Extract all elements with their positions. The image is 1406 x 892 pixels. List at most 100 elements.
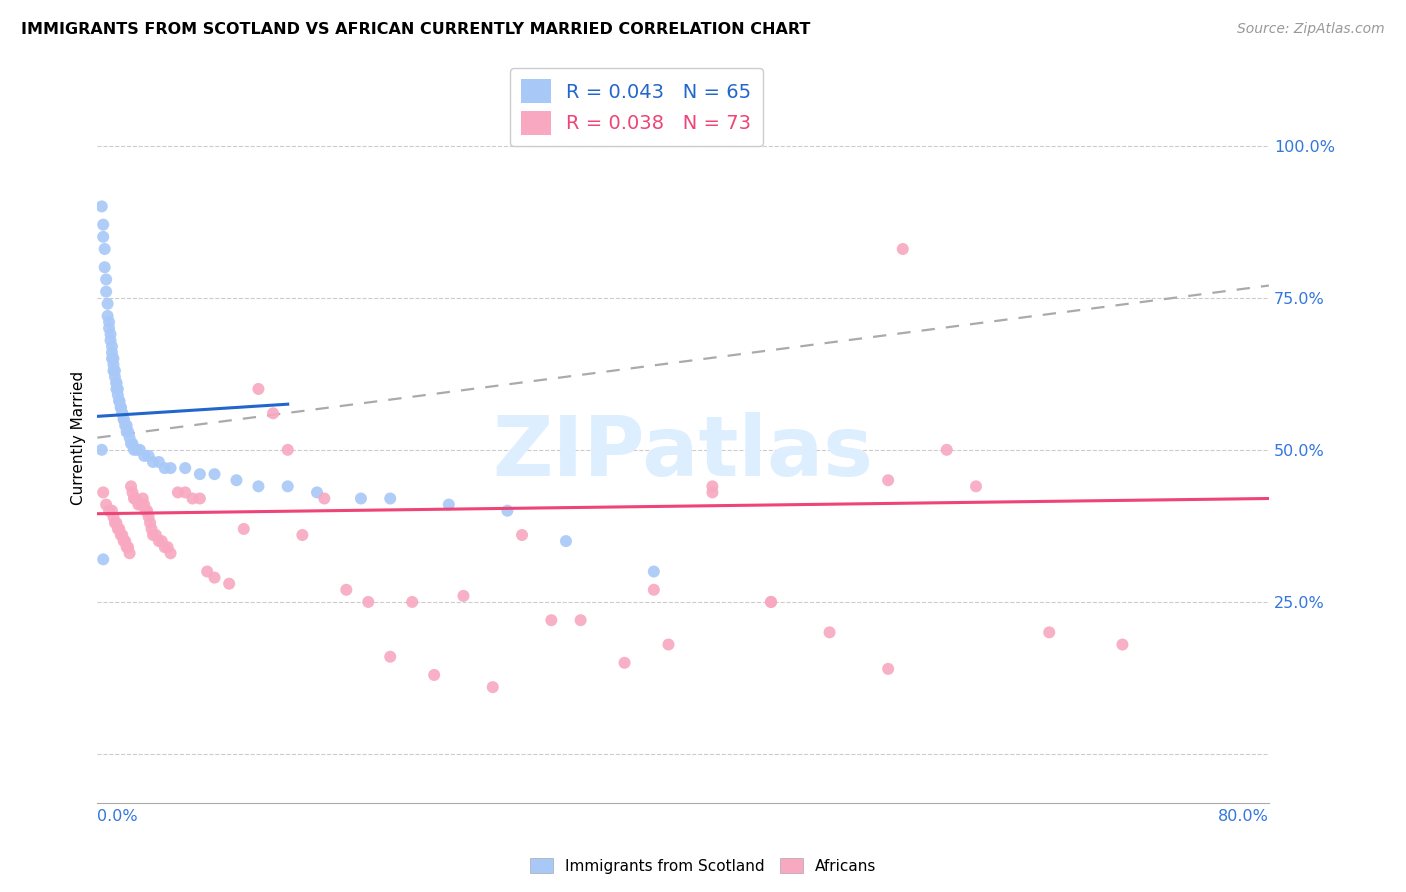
- Point: [111, 406, 134, 420]
- Point: [277, 442, 299, 457]
- Point: [247, 479, 270, 493]
- Legend: Immigrants from Scotland, Africans: Immigrants from Scotland, Africans: [523, 852, 883, 880]
- Point: [91, 230, 114, 244]
- Point: [891, 242, 914, 256]
- Point: [93, 242, 115, 256]
- Point: [122, 491, 145, 506]
- Point: [103, 364, 125, 378]
- Point: [423, 668, 446, 682]
- Point: [138, 509, 160, 524]
- Point: [702, 485, 724, 500]
- Point: [115, 418, 138, 433]
- Point: [759, 595, 782, 609]
- Point: [555, 534, 578, 549]
- Point: [643, 582, 665, 597]
- Point: [94, 272, 117, 286]
- Point: [159, 546, 181, 560]
- Point: [134, 498, 156, 512]
- Point: [1111, 638, 1133, 652]
- Point: [108, 522, 131, 536]
- Point: [156, 540, 179, 554]
- Point: [132, 491, 155, 506]
- Point: [98, 321, 121, 335]
- Point: [204, 571, 226, 585]
- Point: [247, 382, 270, 396]
- Text: 0.0%: 0.0%: [97, 809, 138, 824]
- Text: 80.0%: 80.0%: [1218, 809, 1268, 824]
- Point: [357, 595, 380, 609]
- Point: [94, 285, 117, 299]
- Point: [145, 528, 167, 542]
- Point: [115, 540, 138, 554]
- Point: [540, 613, 562, 627]
- Point: [104, 516, 127, 530]
- Point: [104, 369, 127, 384]
- Point: [613, 656, 636, 670]
- Point: [121, 485, 143, 500]
- Point: [153, 540, 176, 554]
- Point: [350, 491, 373, 506]
- Point: [148, 534, 170, 549]
- Point: [125, 442, 148, 457]
- Point: [401, 595, 423, 609]
- Point: [877, 473, 900, 487]
- Point: [225, 473, 247, 487]
- Point: [105, 376, 128, 390]
- Point: [702, 479, 724, 493]
- Point: [128, 442, 150, 457]
- Point: [118, 546, 141, 560]
- Legend: R = 0.043   N = 65, R = 0.038   N = 73: R = 0.043 N = 65, R = 0.038 N = 73: [509, 68, 763, 146]
- Point: [965, 479, 987, 493]
- Point: [195, 565, 218, 579]
- Point: [105, 376, 128, 390]
- Point: [118, 431, 141, 445]
- Point: [218, 576, 240, 591]
- Point: [90, 442, 112, 457]
- Point: [277, 479, 299, 493]
- Point: [437, 498, 460, 512]
- Point: [818, 625, 841, 640]
- Point: [453, 589, 475, 603]
- Point: [174, 485, 197, 500]
- Point: [98, 315, 121, 329]
- Point: [1038, 625, 1060, 640]
- Point: [135, 503, 157, 517]
- Point: [174, 461, 197, 475]
- Point: [139, 516, 162, 530]
- Point: [117, 425, 139, 439]
- Point: [103, 358, 125, 372]
- Text: IMMIGRANTS FROM SCOTLAND VS AFRICAN CURRENTLY MARRIED CORRELATION CHART: IMMIGRANTS FROM SCOTLAND VS AFRICAN CURR…: [21, 22, 810, 37]
- Point: [103, 509, 125, 524]
- Point: [120, 436, 142, 450]
- Point: [129, 498, 152, 512]
- Point: [335, 582, 357, 597]
- Point: [112, 412, 135, 426]
- Point: [657, 638, 679, 652]
- Point: [110, 528, 132, 542]
- Point: [142, 528, 165, 542]
- Point: [120, 479, 142, 493]
- Point: [101, 503, 124, 517]
- Point: [314, 491, 336, 506]
- Point: [115, 425, 138, 439]
- Point: [142, 455, 165, 469]
- Point: [643, 565, 665, 579]
- Point: [112, 534, 135, 549]
- Point: [122, 442, 145, 457]
- Point: [93, 260, 115, 275]
- Point: [110, 401, 132, 415]
- Point: [510, 528, 533, 542]
- Point: [114, 534, 136, 549]
- Point: [935, 442, 957, 457]
- Point: [100, 333, 122, 347]
- Point: [496, 503, 519, 517]
- Y-axis label: Currently Married: Currently Married: [72, 370, 86, 505]
- Point: [159, 461, 181, 475]
- Point: [134, 449, 156, 463]
- Point: [101, 351, 124, 366]
- Point: [108, 394, 131, 409]
- Point: [117, 540, 139, 554]
- Point: [100, 327, 122, 342]
- Point: [380, 491, 402, 506]
- Point: [101, 345, 124, 359]
